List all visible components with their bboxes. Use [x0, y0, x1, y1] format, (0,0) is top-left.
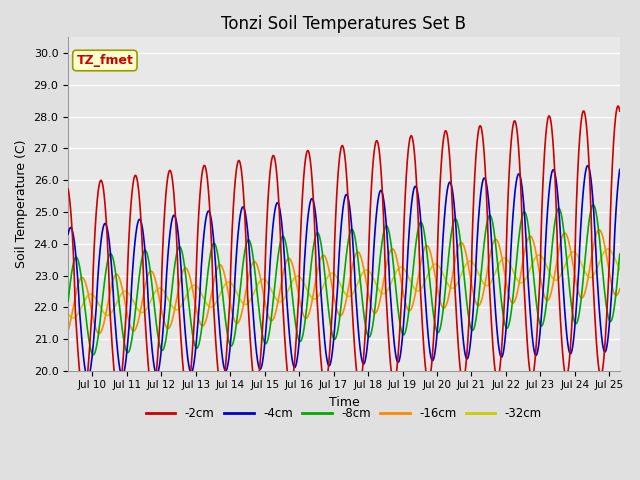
Y-axis label: Soil Temperature (C): Soil Temperature (C) — [15, 140, 28, 268]
Text: TZ_fmet: TZ_fmet — [76, 54, 133, 67]
Legend: -2cm, -4cm, -8cm, -16cm, -32cm: -2cm, -4cm, -8cm, -16cm, -32cm — [141, 402, 547, 425]
X-axis label: Time: Time — [328, 396, 359, 409]
Title: Tonzi Soil Temperatures Set B: Tonzi Soil Temperatures Set B — [221, 15, 467, 33]
